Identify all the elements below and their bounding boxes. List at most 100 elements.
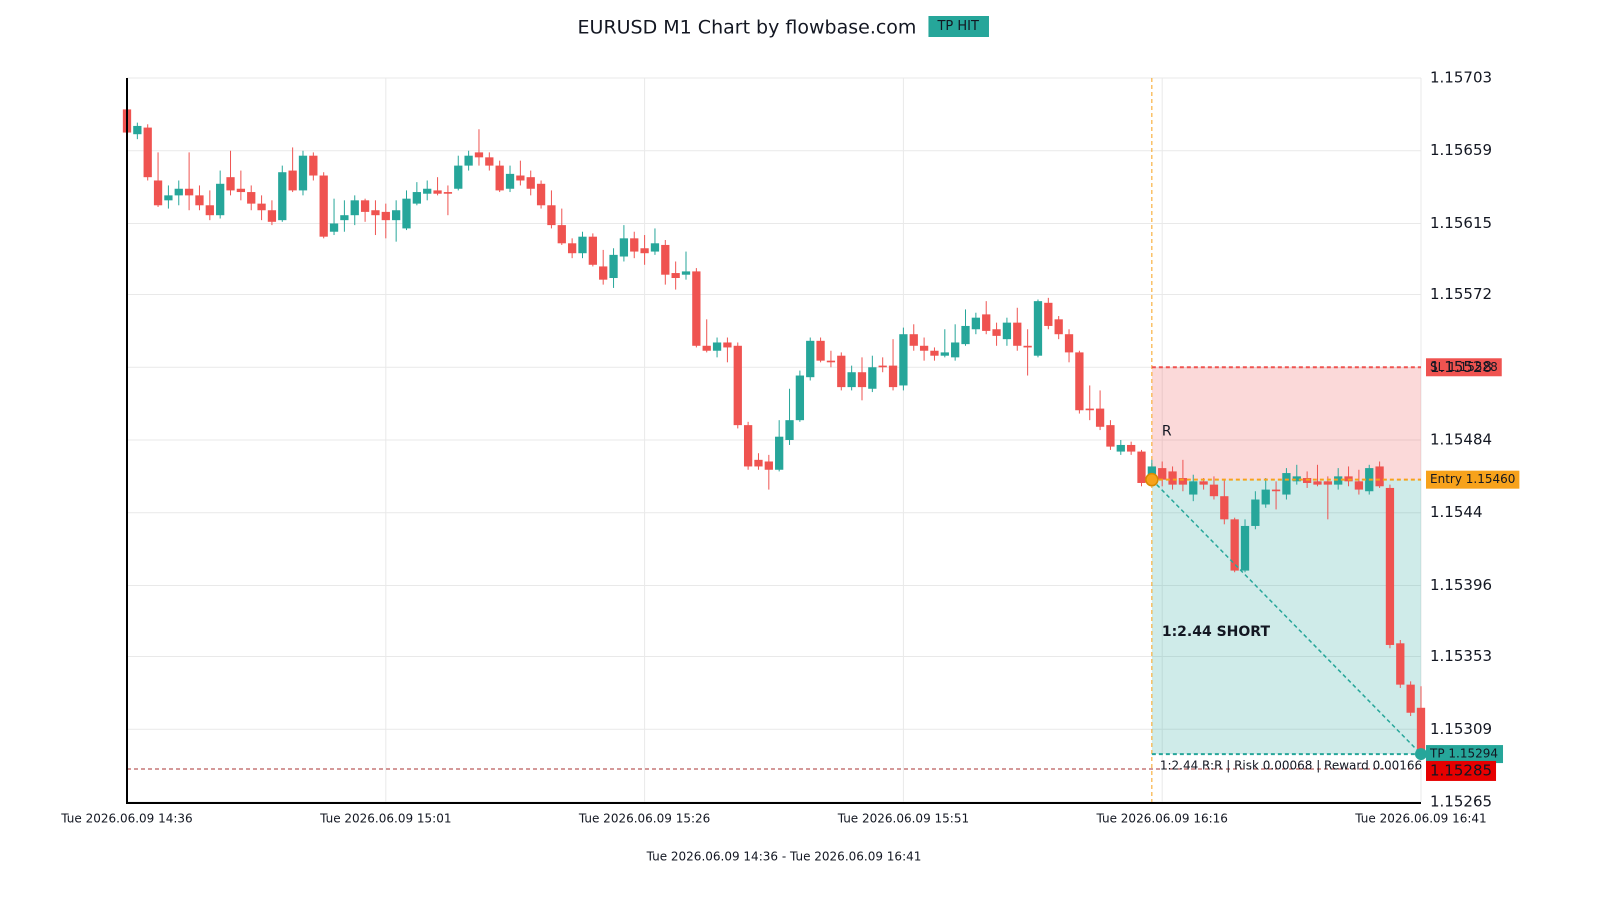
last-price-label-bg [1426, 760, 1497, 781]
candle-body [1230, 519, 1239, 571]
candle-body [516, 175, 525, 181]
candle-body [681, 271, 691, 275]
candle-body [982, 314, 991, 331]
candle-body [847, 372, 856, 388]
candle-body [278, 172, 287, 221]
candle-body [557, 225, 566, 244]
candle-body [743, 425, 753, 467]
candle-body [247, 192, 256, 204]
candle-body [909, 334, 918, 346]
candle-body [257, 203, 266, 211]
candle-body [899, 334, 908, 386]
candle-body [1189, 481, 1198, 495]
candle-body [599, 266, 608, 280]
candle-body [1385, 487, 1395, 645]
take-profit-label-bg [1426, 745, 1504, 764]
last-price-label: 1.15285 [1430, 761, 1492, 779]
candle-body [1375, 466, 1384, 487]
entry-label-bg [1426, 470, 1520, 489]
candle-body [1220, 496, 1229, 520]
candle-body [195, 195, 204, 206]
x-tick-label: Tue 2026.06.09 14:36 [60, 812, 192, 826]
candle-body [1416, 707, 1426, 753]
candle-body [267, 210, 277, 222]
candle-body [536, 183, 546, 206]
take-profit-label: TP 1.15294 [1429, 747, 1498, 761]
candle-body [226, 177, 235, 191]
candle-body [350, 200, 359, 216]
exit-marker [1415, 748, 1427, 761]
trade-path [1151, 479, 1422, 755]
x-tick-label: Tue 2026.06.09 16:41 [1354, 812, 1486, 826]
candle-body [1334, 476, 1343, 485]
candle-body [588, 236, 597, 265]
y-tick-label: 1.15484 [1430, 431, 1492, 449]
candle-body [216, 183, 225, 216]
candle-body [1313, 481, 1322, 485]
x-tick-label: Tue 2026.06.09 15:26 [578, 812, 710, 826]
candle-body [775, 436, 784, 470]
candle-body [1137, 451, 1146, 483]
candle-body [1106, 425, 1115, 447]
chart-title: EURUSD M1 Chart by flowbase.com [578, 17, 917, 39]
candle-body [1023, 345, 1032, 348]
candle-body [1002, 322, 1012, 340]
candle-body [309, 155, 318, 176]
candle-body [806, 340, 815, 378]
candle-body [205, 205, 214, 216]
candle-body [609, 254, 618, 279]
candle-body [360, 200, 370, 212]
candle-body [319, 175, 328, 237]
candle-body [143, 127, 152, 178]
candle-body [1406, 684, 1415, 713]
y-tick-label: 1.15572 [1430, 285, 1492, 303]
stop-loss-label: SL 1.15528 [1430, 360, 1498, 374]
candle-body [505, 173, 515, 189]
candle-body [164, 195, 173, 201]
candle-body [837, 355, 846, 388]
candle-body [940, 352, 949, 356]
candle-body [443, 192, 453, 194]
candle-body [340, 215, 349, 221]
candle-body [423, 188, 432, 194]
candle-body [733, 345, 742, 426]
candle-body [567, 243, 577, 254]
candle-body [412, 192, 421, 204]
candle-body [671, 273, 680, 279]
grid [126, 77, 1422, 803]
candle-body [485, 157, 494, 166]
candle-body [578, 236, 587, 254]
entry-marker [1145, 472, 1159, 487]
candle-body [1261, 489, 1270, 505]
candle-body [1147, 466, 1156, 477]
candle-body [174, 188, 183, 196]
candle-body [1292, 476, 1301, 482]
candle-body [826, 360, 836, 363]
candle-body [785, 420, 794, 440]
candle-body [1282, 473, 1291, 495]
risk-zone [1151, 367, 1421, 480]
y-tick-label: 1.1544 [1430, 503, 1483, 521]
candle-body [184, 188, 194, 196]
candle-body [402, 198, 411, 229]
y-tick-label: 1.15615 [1430, 214, 1492, 232]
candle-body [1396, 643, 1405, 685]
y-tick-label: 1.15396 [1430, 576, 1492, 594]
candle-body [1240, 525, 1250, 571]
risk-label: R [1162, 423, 1172, 439]
candle-body [971, 317, 981, 330]
candle-body [133, 125, 142, 135]
range-label: Tue 2026.06.09 14:36 - Tue 2026.06.09 16… [646, 850, 922, 864]
candle-body [754, 459, 763, 467]
y-tick-label: 1.15309 [1430, 720, 1492, 738]
status-badge: TP HIT [936, 19, 979, 34]
candle-body [1168, 471, 1177, 485]
candle-body [1013, 322, 1022, 346]
x-tick-label: Tue 2026.06.09 15:51 [837, 812, 969, 826]
y-tick-label: 1.15659 [1430, 141, 1492, 159]
candle-body [857, 372, 867, 388]
candle-body [464, 155, 473, 166]
trade-overlay: R 1:2.44 SHORT 1:2.44 R:R | Risk 0.00068 |… [127, 358, 1520, 781]
